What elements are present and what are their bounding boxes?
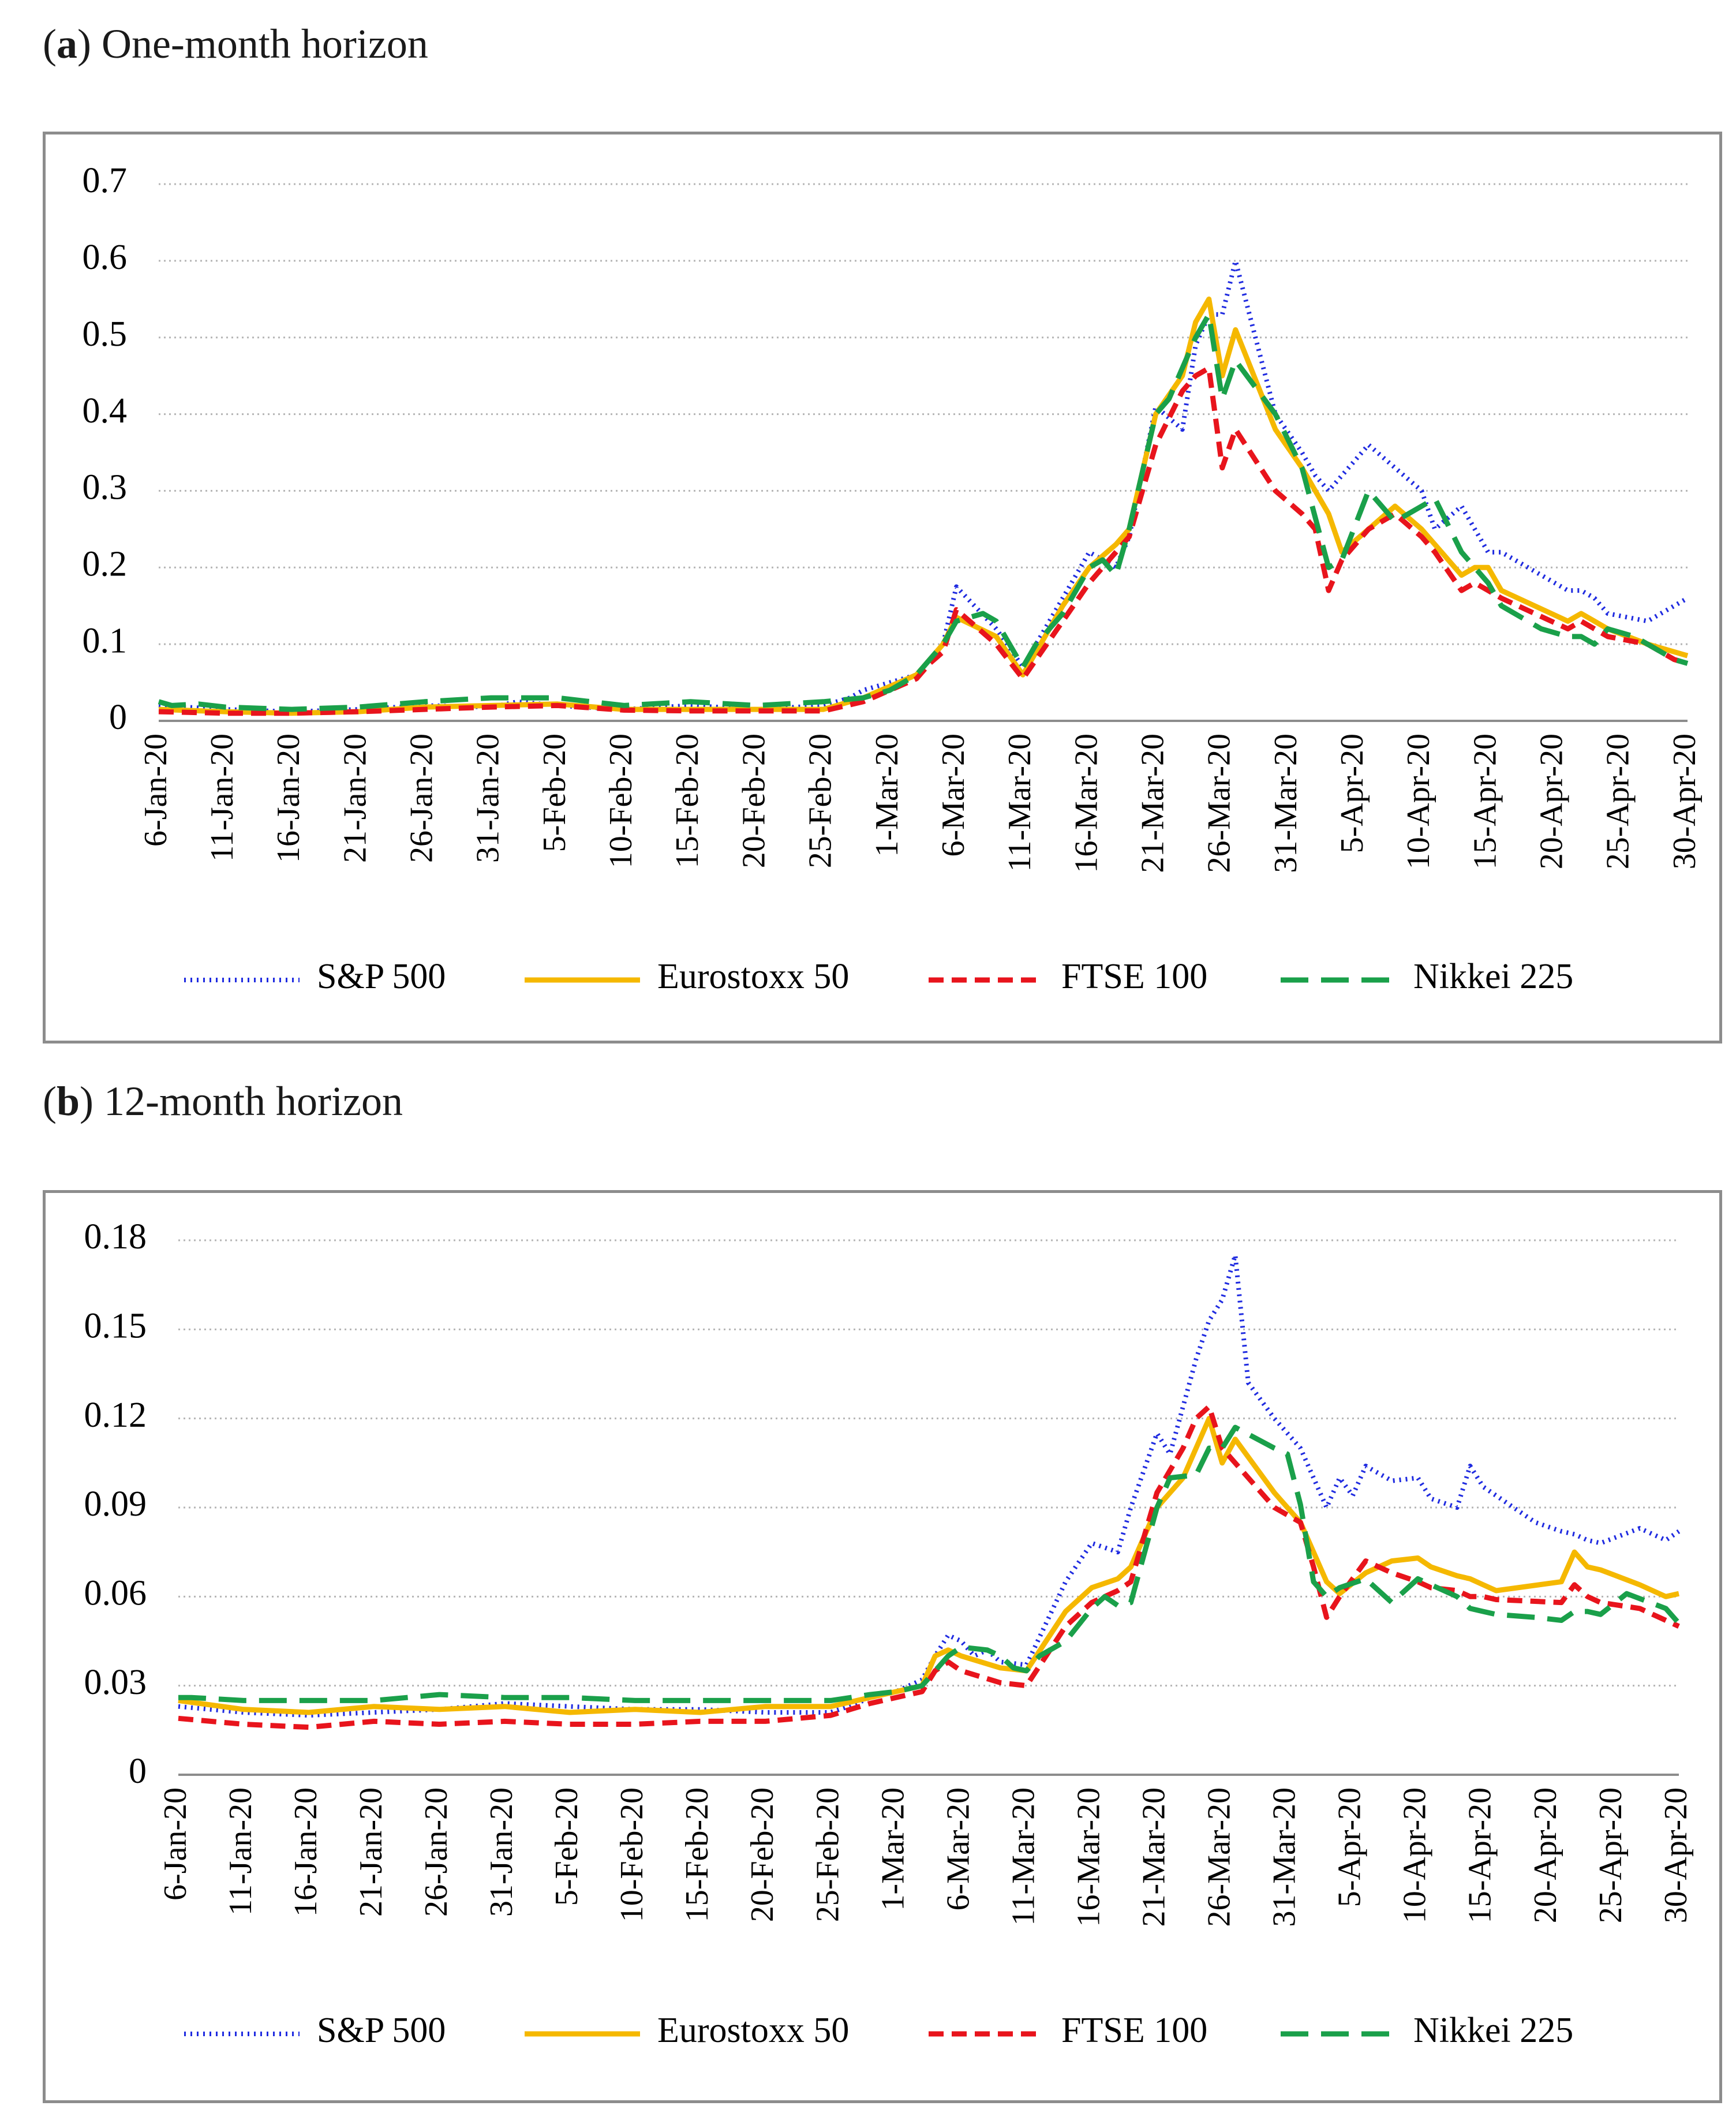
chart-b-xtick-label: 21-Jan-20	[353, 1787, 389, 1917]
panel-a-letter: a	[56, 21, 77, 67]
chart-a-xtick-label: 21-Jan-20	[337, 734, 373, 863]
chart-a-ytick-label: 0	[109, 698, 127, 737]
chart-b-xtick-label: 21-Mar-20	[1136, 1787, 1172, 1927]
chart-a-ytick-label: 0.1	[83, 621, 128, 660]
chart-b-xtick-label: 15-Apr-20	[1462, 1787, 1498, 1923]
chart-a-xtick-label: 5-Apr-20	[1334, 734, 1370, 853]
chart-a-xtick-label: 21-Mar-20	[1135, 734, 1170, 873]
chart-a-xtick-label: 26-Mar-20	[1202, 734, 1237, 873]
panel-a-title: (a) One-month horizon	[43, 21, 428, 67]
chart-a-xtick-label: 26-Jan-20	[404, 734, 440, 863]
chart-a-xtick-label: 20-Feb-20	[736, 734, 772, 868]
chart-a-legend-label-3: FTSE 100	[1061, 957, 1207, 996]
chart-a-legend-label-2: Eurostoxx 50	[657, 957, 849, 996]
chart-a-xtick-label: 31-Mar-20	[1268, 734, 1304, 873]
chart-b-xtick-label: 1-Mar-20	[875, 1787, 911, 1910]
chart-b-ytick-label: 0.12	[84, 1396, 147, 1435]
chart-a-ytick-label: 0.4	[83, 391, 128, 431]
chart-a-xtick-label: 16-Jan-20	[271, 734, 306, 863]
chart-b-xtick-label: 5-Apr-20	[1332, 1787, 1368, 1907]
chart-b-legend-label-1: S&P 500	[317, 2011, 446, 2050]
chart-b-ytick-label: 0	[129, 1752, 147, 1791]
chart-b-series-line-2	[178, 1416, 1679, 1715]
chart-a-xtick-label: 5-Feb-20	[537, 734, 573, 852]
panel-b-letter: b	[56, 1078, 80, 1124]
chart-a-ytick-label: 0.2	[83, 545, 128, 584]
chart-b-xtick-label: 11-Mar-20	[1005, 1787, 1041, 1925]
chart-b-ytick-label: 0.15	[84, 1307, 147, 1346]
panel-b-title-text: 12-month horizon	[104, 1078, 403, 1124]
chart-b-xtick-label: 10-Feb-20	[614, 1787, 650, 1922]
chart-a-xtick-label: 10-Apr-20	[1401, 734, 1436, 869]
chart-a-xtick-label: 20-Apr-20	[1533, 734, 1569, 869]
chart-a: 0 0.1 0.2 0.3 0.4 0.5 0.6 0.7 6-Jan-20 11-Jan-20 1…	[83, 161, 1703, 996]
chart-b-legend-label-3: FTSE 100	[1061, 2011, 1207, 2050]
chart-b-xtick-label: 5-Feb-20	[549, 1787, 585, 1906]
panel-b-title: (b) 12-month horizon	[43, 1078, 403, 1124]
chart-a-frame: 0 0.1 0.2 0.3 0.4 0.5 0.6 0.7 6-Jan-20 11-Jan-20 1…	[43, 132, 1722, 1043]
chart-a-series-line-2	[158, 296, 1689, 716]
chart-b-series-line-1	[178, 1252, 1681, 1718]
chart-b-xtick-label: 31-Jan-20	[484, 1787, 519, 1917]
chart-b-xtick-label: 26-Mar-20	[1202, 1787, 1237, 1927]
chart-a-series-line-4	[158, 312, 1689, 712]
chart-b-ytick-label: 0.03	[84, 1663, 147, 1702]
chart-a-xtick-label: 31-Jan-20	[470, 734, 506, 863]
panel-a-title-text: One-month horizon	[101, 21, 428, 67]
chart-a-legend-label-4: Nikkei 225	[1413, 957, 1573, 996]
chart-b-xtick-label: 30-Apr-20	[1658, 1787, 1694, 1923]
chart-a-xtick-label: 11-Mar-20	[1002, 734, 1038, 872]
chart-b-ytick-label: 0.09	[84, 1484, 147, 1524]
chart-b-frame: 0 0.03 0.06 0.09 0.12 0.15 0.18 6-Jan-20 11-Jan-…	[43, 1190, 1722, 2103]
chart-b-xtick-label: 20-Feb-20	[744, 1787, 780, 1922]
chart-a-xtick-label: 6-Jan-20	[138, 734, 174, 847]
chart-a-xtick-label: 16-Mar-20	[1068, 734, 1104, 873]
chart-b-xtick-label: 25-Apr-20	[1593, 1787, 1629, 1923]
chart-b-series-line-3	[178, 1404, 1680, 1730]
chart-a-ytick-label: 0.5	[83, 315, 128, 354]
chart-b-xtick-label: 16-Jan-20	[288, 1787, 324, 1917]
chart-a-legend-label-1: S&P 500	[317, 957, 446, 996]
chart-b-xtick-label: 6-Mar-20	[940, 1787, 976, 1910]
chart-a-ytick-label: 0.7	[83, 161, 128, 200]
chart-b-xtick-label: 6-Jan-20	[158, 1787, 193, 1901]
chart-a-xtick-label: 1-Mar-20	[869, 734, 905, 856]
chart-a-ytick-label: 0.6	[83, 238, 128, 277]
chart-b-xtick-label: 10-Apr-20	[1397, 1787, 1433, 1923]
chart-b-xtick-label: 15-Feb-20	[679, 1787, 715, 1922]
chart-b-xtick-label: 26-Jan-20	[418, 1787, 454, 1917]
chart-b-legend-label-2: Eurostoxx 50	[657, 2011, 849, 2050]
chart-a-xtick-label: 25-Apr-20	[1600, 734, 1636, 869]
chart-b-ytick-label: 0.06	[84, 1574, 147, 1613]
chart-b-legend-label-4: Nikkei 225	[1413, 2011, 1573, 2050]
chart-a-ytick-label: 0.3	[83, 468, 128, 507]
chart-b-series-line-4	[178, 1424, 1681, 1703]
chart-b: 0 0.03 0.06 0.09 0.12 0.15 0.18 6-Jan-20 11-Jan-…	[84, 1217, 1694, 2050]
chart-b-xtick-label: 25-Feb-20	[810, 1787, 845, 1922]
chart-b-xtick-label: 11-Jan-20	[223, 1787, 259, 1916]
chart-a-xtick-label: 25-Feb-20	[803, 734, 839, 868]
chart-a-xtick-label: 6-Mar-20	[936, 734, 971, 856]
chart-a-xtick-label: 11-Jan-20	[204, 734, 240, 862]
chart-a-series-line-3	[158, 365, 1689, 716]
chart-b-xtick-label: 20-Apr-20	[1528, 1787, 1563, 1923]
chart-b-xtick-label: 16-Mar-20	[1071, 1787, 1106, 1927]
chart-a-xtick-label: 15-Apr-20	[1467, 734, 1503, 869]
chart-b-ytick-label: 0.18	[84, 1217, 147, 1256]
chart-b-xtick-label: 31-Mar-20	[1267, 1787, 1303, 1927]
chart-a-xtick-label: 15-Feb-20	[669, 734, 705, 868]
chart-a-xtick-label: 30-Apr-20	[1667, 734, 1703, 869]
chart-a-xtick-label: 10-Feb-20	[603, 734, 639, 868]
